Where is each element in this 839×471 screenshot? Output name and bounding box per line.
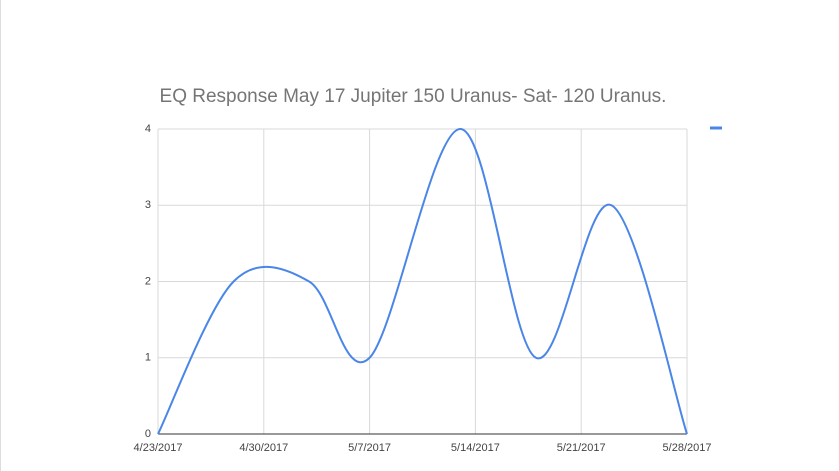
x-tick-label: 4/23/2017	[134, 442, 183, 454]
chart-title: EQ Response May 17 Jupiter 150 Uranus- S…	[160, 86, 667, 107]
x-tick-label: 4/30/2017	[239, 442, 288, 454]
x-tick-label: 5/14/2017	[451, 442, 500, 454]
x-tick-label: 5/28/2017	[663, 442, 712, 454]
x-tick-label: 5/7/2017	[348, 442, 391, 454]
y-tick-label: 0	[145, 428, 151, 440]
line-series	[157, 127, 688, 435]
y-tick-label: 2	[145, 275, 151, 287]
x-tick-label: 5/21/2017	[557, 442, 606, 454]
y-tick-label: 1	[145, 352, 151, 364]
y-tick-label: 3	[145, 199, 151, 211]
y-tick-label: 4	[145, 123, 151, 135]
